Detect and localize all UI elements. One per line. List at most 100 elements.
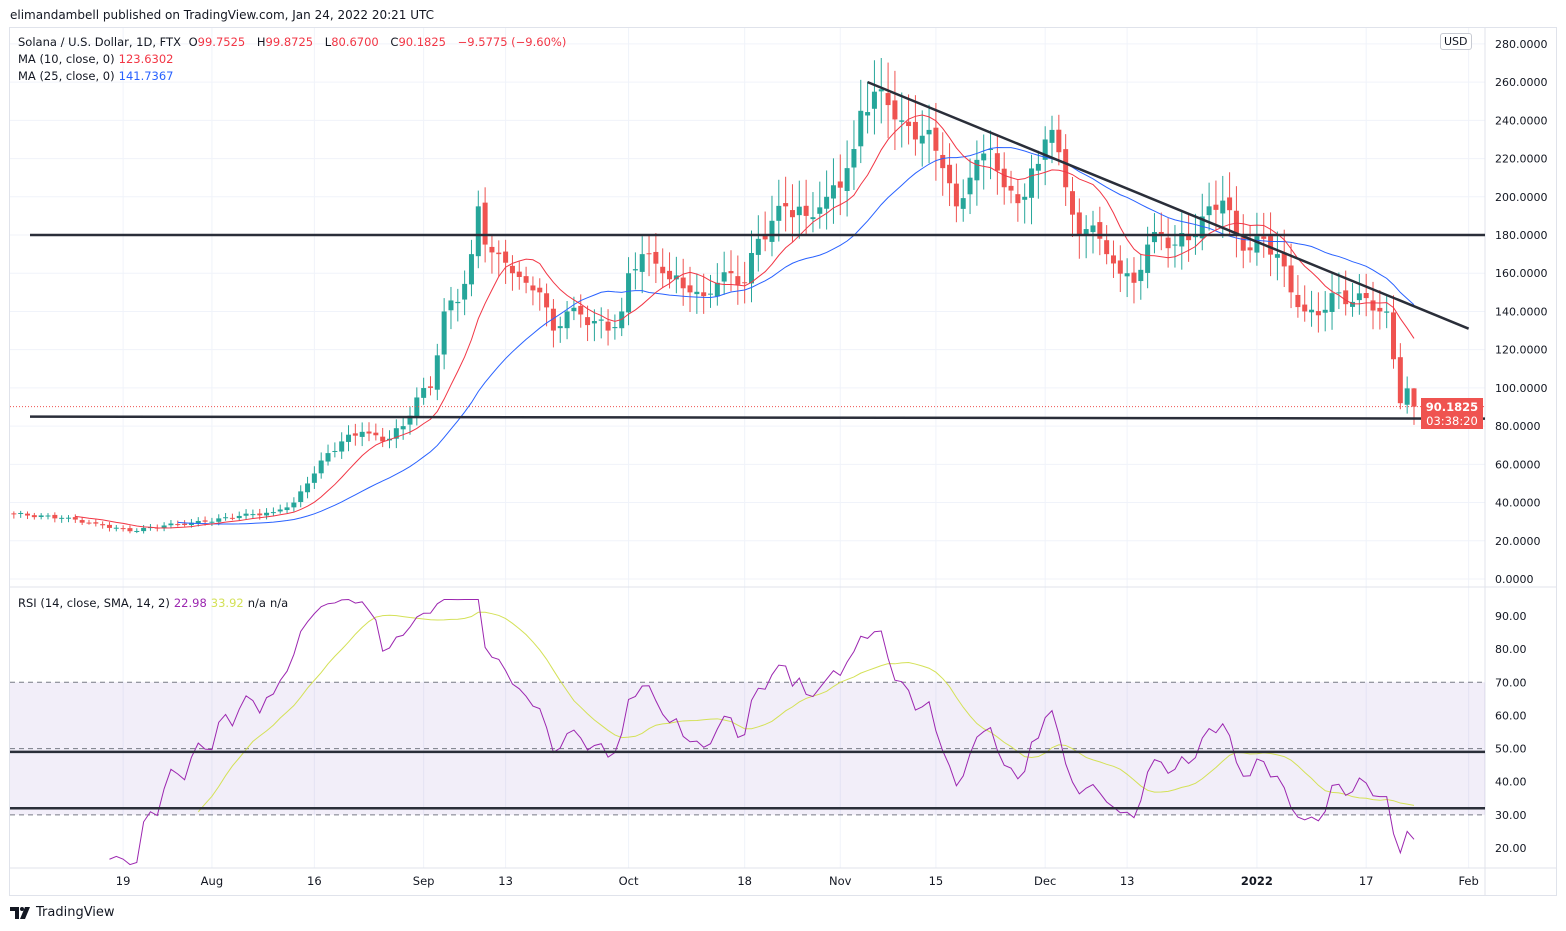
candle-body — [1377, 307, 1383, 312]
candle-body — [1397, 357, 1403, 404]
time-tick-label: 19 — [116, 874, 131, 888]
candle-body — [1227, 197, 1233, 211]
candle-body — [72, 517, 78, 520]
candle-body — [291, 502, 297, 508]
candle-body — [1138, 269, 1144, 282]
candle-body — [789, 210, 795, 218]
candle-body — [626, 273, 632, 313]
candle-body — [202, 520, 208, 522]
candle-body — [1117, 260, 1123, 274]
candle-body — [530, 285, 536, 291]
rsi-sma-line — [197, 611, 1415, 813]
candle-body — [1302, 304, 1308, 312]
candle-body — [578, 305, 584, 315]
price-tick-label: 160.0000 — [1495, 267, 1548, 280]
time-tick-label: 16 — [307, 874, 322, 888]
candle-body — [120, 528, 126, 530]
candle-body — [448, 300, 454, 311]
rsi-tick-label: 40.00 — [1495, 776, 1527, 789]
candle-body — [1097, 222, 1103, 239]
candle-body — [810, 217, 816, 220]
candle-body — [168, 523, 174, 526]
candle-body — [755, 238, 761, 255]
currency-button[interactable]: USD — [1440, 33, 1472, 50]
ohlc-close: C90.1825 — [390, 35, 446, 49]
candle-body — [1008, 185, 1014, 191]
time-tick-label: 2022 — [1241, 874, 1273, 888]
candle-body — [1404, 388, 1410, 405]
candle-body — [564, 311, 570, 329]
ma10-legend: MA (10, close, 0) 123.6302 — [18, 52, 174, 66]
candle-body — [311, 473, 317, 483]
candle-body — [1124, 273, 1130, 277]
candle-body — [1056, 129, 1062, 153]
time-tick-label: Dec — [1034, 874, 1056, 888]
candle-body — [1411, 388, 1417, 407]
candle-body — [1206, 206, 1212, 216]
candle-body — [571, 307, 577, 312]
candle-body — [359, 431, 365, 437]
candle-body — [585, 317, 591, 326]
candle-body — [1076, 212, 1082, 236]
candle-body — [1213, 204, 1219, 210]
candle-body — [1281, 252, 1287, 267]
price-tick-label: 280.0000 — [1495, 38, 1548, 51]
candle-body — [352, 433, 358, 436]
candle-body — [25, 513, 31, 516]
candle-body — [899, 120, 905, 122]
candle-body — [346, 434, 352, 442]
candle-body — [960, 198, 966, 209]
candle-body — [516, 271, 522, 277]
candle-body — [605, 321, 611, 331]
candle-body — [1131, 272, 1137, 283]
candle-body — [550, 308, 556, 331]
candle-body — [632, 269, 638, 271]
candle-body — [1049, 129, 1055, 143]
candle-body — [1165, 237, 1171, 249]
candle-body — [748, 252, 754, 284]
candle-body — [892, 100, 898, 120]
ohlc-high: H99.8725 — [256, 35, 314, 49]
rsi-tick-label: 60.00 — [1495, 709, 1527, 722]
symbol-title: Solana / U.S. Dollar, 1D, FTX — [18, 35, 181, 49]
candle-body — [414, 397, 420, 417]
candle-body — [701, 292, 707, 297]
candle-body — [106, 524, 112, 528]
candle-body — [1158, 231, 1164, 236]
candle-body — [885, 93, 891, 106]
candle-body — [796, 206, 802, 216]
candle-body — [817, 207, 823, 214]
candle-body — [557, 326, 563, 329]
candle-body — [803, 205, 809, 216]
rsi-legend: RSI (14, close, SMA, 14, 2) 22.98 33.92 n/a… — [18, 596, 289, 610]
candle-body — [250, 514, 256, 516]
candle-body — [209, 521, 215, 523]
candle-body — [1274, 254, 1280, 258]
time-tick-label: 17 — [1359, 874, 1374, 888]
publisher-caption: elimandambell published on TradingView.c… — [10, 8, 435, 22]
tradingview-logo[interactable]: TradingView — [10, 905, 115, 920]
candle-body — [509, 265, 515, 274]
candle-body — [18, 512, 24, 514]
candle-body — [1329, 293, 1335, 312]
rsi-tick-label: 90.00 — [1495, 610, 1527, 623]
candle-body — [694, 291, 700, 295]
candle-body — [1083, 229, 1089, 235]
rsi-tick-label: 80.00 — [1495, 643, 1527, 656]
candle-body — [1001, 168, 1007, 188]
candle-body — [298, 491, 304, 503]
candle-body — [1315, 311, 1321, 316]
candle-body — [947, 164, 953, 184]
rsi-tick-label: 30.00 — [1495, 809, 1527, 822]
price-tick-label: 140.0000 — [1495, 305, 1548, 318]
candle-body — [305, 483, 311, 493]
candle-body — [503, 251, 509, 263]
candle-body — [373, 432, 379, 436]
candle-body — [933, 127, 939, 151]
candle-body — [1220, 200, 1226, 214]
candle-body — [926, 129, 932, 135]
candle-body — [325, 453, 331, 462]
time-tick-label: 18 — [737, 874, 752, 888]
candle-body — [236, 515, 242, 519]
